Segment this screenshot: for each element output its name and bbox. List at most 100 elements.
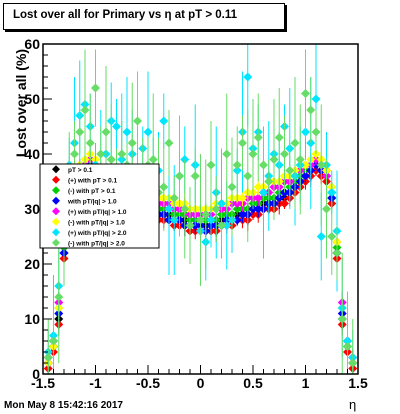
x-tick-labels: -1.5 -1 -0.5 0 0.5 1 1.5 [31, 375, 368, 391]
data-point [253, 182, 263, 192]
data-point [175, 171, 184, 181]
data-point [274, 133, 284, 142]
x-tick-label: 1 [302, 375, 310, 391]
data-point [148, 155, 158, 164]
legend: pT > 0.1 (+) with pT > 0.1 (-) with pT > 0… [39, 163, 160, 249]
y-tick-label: 0 [32, 366, 40, 382]
data-point [127, 138, 137, 148]
data-point [327, 188, 337, 197]
data-point [96, 149, 106, 159]
data-point [112, 122, 121, 131]
data-point [337, 314, 347, 324]
data-point [117, 149, 127, 159]
data-point [70, 149, 79, 159]
data-point [190, 171, 200, 181]
legend-entry: with pT/|q| > 1.0 [67, 198, 117, 205]
chart-title-box: Lost over all for Primary vs η at pT > 0… [3, 3, 285, 30]
data-point [311, 127, 321, 137]
y-tick-label: 20 [24, 256, 40, 272]
data-point [301, 89, 310, 98]
data-point [91, 83, 100, 93]
data-point [264, 177, 274, 186]
data-point [269, 155, 279, 164]
data-point [85, 138, 95, 148]
data-point [222, 149, 232, 159]
data-point [253, 204, 263, 214]
data-point [327, 232, 337, 241]
data-point [201, 210, 211, 219]
data-point [75, 127, 85, 137]
x-tick-label: 1.5 [348, 375, 368, 391]
data-point [290, 138, 300, 148]
y-axis-label: Lost over all (%) [13, 48, 29, 158]
data-point [101, 127, 111, 137]
data-point [311, 94, 321, 104]
data-point [243, 171, 253, 181]
data-point [238, 138, 247, 148]
legend-box [39, 163, 160, 249]
data-point [217, 221, 226, 230]
data-point [169, 193, 179, 203]
legend-entry: (-) with pT/|q| > 1.0 [68, 219, 125, 226]
data-point [343, 342, 352, 351]
data-point [232, 160, 242, 170]
legend-marker [52, 175, 60, 184]
data-point [211, 204, 221, 214]
data-point [306, 105, 316, 115]
data-point [164, 204, 174, 214]
data-point [49, 336, 58, 346]
data-point [185, 221, 195, 230]
legend-entry: pT > 0.1 [68, 167, 93, 174]
data-point [227, 182, 237, 192]
legend-entry: (+) with pT/|q| > 1.0 [68, 209, 127, 216]
data-point [206, 215, 216, 225]
data-point [280, 199, 289, 208]
data-point [159, 116, 169, 126]
data-point [243, 72, 253, 82]
data-point [316, 160, 326, 170]
y-tick-label: 50 [24, 91, 40, 107]
y-tick-label: 30 [24, 201, 40, 217]
x-tick-label: -1.5 [31, 375, 55, 391]
legend-entry: (-) with pT/|q| > 2.0 [68, 240, 125, 247]
y-tick-labels: 0 10 20 30 40 50 60 [24, 36, 40, 382]
timestamp: Mon May 8 15:42:16 2017 [4, 400, 123, 411]
data-point [106, 155, 116, 164]
data-point [238, 210, 247, 219]
data-point [54, 292, 64, 302]
y-tick-label: 40 [24, 146, 40, 162]
data-point [122, 127, 132, 137]
data-point [206, 160, 216, 170]
data-point [238, 193, 247, 203]
data-point [316, 232, 326, 241]
legend-marker [52, 228, 60, 237]
legend-marker [52, 238, 60, 247]
data-point [164, 138, 174, 148]
data-point [133, 116, 142, 126]
data-point [180, 204, 190, 214]
data-point [80, 105, 90, 115]
data-point [301, 160, 310, 170]
legend-marker [52, 217, 60, 226]
data-point [259, 160, 268, 170]
chart-title: Lost over all for Primary vs η at pT > 0… [13, 9, 238, 21]
data-point [301, 171, 310, 181]
data-point [280, 149, 289, 159]
data-point [295, 155, 305, 164]
x-tick-label: -1 [89, 375, 102, 391]
data-point [332, 248, 342, 258]
data-point [222, 221, 232, 230]
data-point [143, 127, 153, 137]
data-point [43, 353, 53, 362]
data-point [159, 182, 169, 192]
x-tick-label: 0.5 [243, 375, 263, 391]
data-point [253, 193, 263, 203]
legend-entry: (+) with pT/|q| > 2.0 [68, 230, 127, 237]
data-point [285, 166, 295, 175]
legend-marker [52, 207, 60, 216]
legend-entry: (-) with pT > 0.1 [68, 188, 116, 195]
x-tick-label: -0.5 [136, 375, 160, 391]
data-point [196, 215, 205, 225]
data-point [253, 133, 263, 142]
